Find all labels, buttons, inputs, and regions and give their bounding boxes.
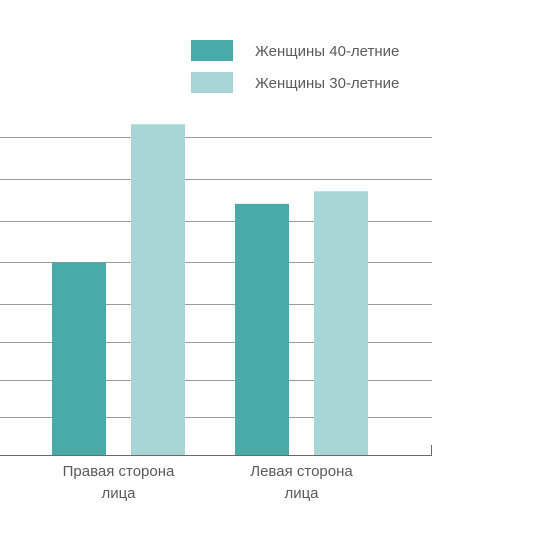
x-tick-label-2-line-2: лица xyxy=(284,485,319,502)
x-tick-labels: Правая сторона лица Левая сторона лица xyxy=(63,463,354,502)
x-tick-label-1-line-1: Правая сторона xyxy=(63,463,175,480)
legend-label-2: Женщины 30-летние xyxy=(255,75,399,92)
bar-s2-c1 xyxy=(131,124,185,456)
legend-swatch-2 xyxy=(191,72,233,93)
bar-s1-c2 xyxy=(235,203,289,455)
x-tick-label-2-line-1: Левая сторона xyxy=(250,463,353,480)
bar-s2-c2 xyxy=(314,191,368,456)
x-axis xyxy=(0,445,432,456)
x-tick-label-1-line-2: лица xyxy=(101,485,136,502)
legend: Женщины 40-летние Женщины 30-летние xyxy=(191,40,399,93)
legend-swatch-1 xyxy=(191,40,233,61)
bars xyxy=(52,124,368,456)
legend-label-1: Женщины 40-летние xyxy=(255,43,399,60)
bar-s1-c1 xyxy=(52,262,106,455)
